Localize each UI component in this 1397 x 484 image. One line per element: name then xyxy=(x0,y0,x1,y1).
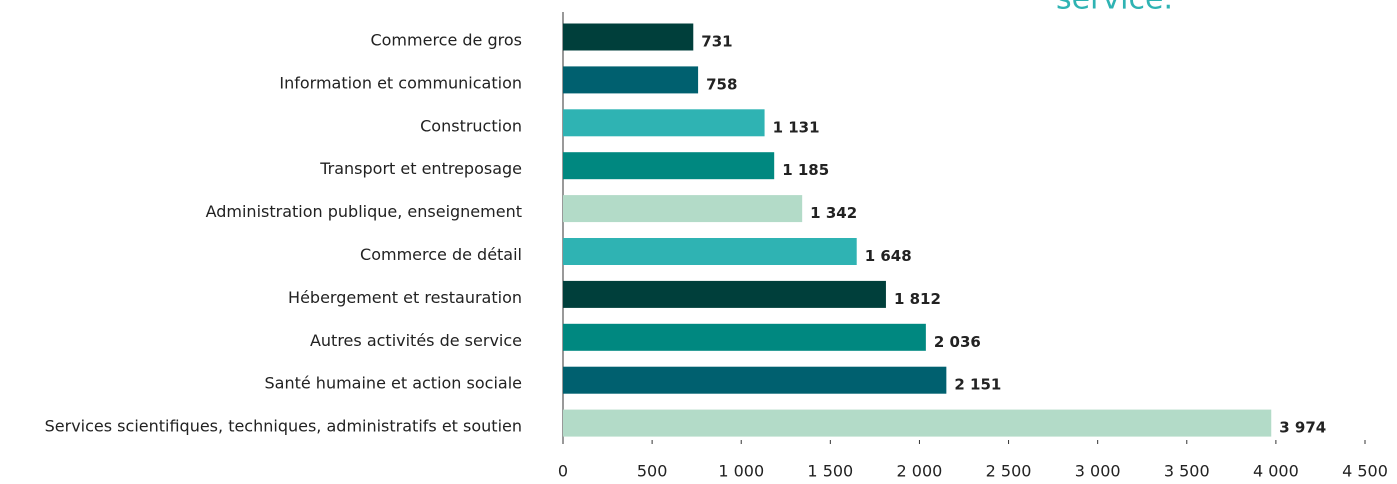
x-tick-label: 500 xyxy=(637,462,668,481)
bar xyxy=(563,280,886,308)
y-tick-label: Commerce de détail xyxy=(360,245,522,264)
x-tick-label: 0 xyxy=(558,462,568,481)
bar xyxy=(563,66,699,94)
y-tick-label: Information et communication xyxy=(279,73,522,92)
x-tick-label: 4 000 xyxy=(1253,462,1299,481)
bar xyxy=(563,23,694,51)
x-tick-label: 1 500 xyxy=(807,462,853,481)
x-tick-label: 4 500 xyxy=(1342,462,1388,481)
bar xyxy=(563,152,775,180)
y-tick-label: Administration publique, enseignement xyxy=(206,202,522,221)
bar xyxy=(563,238,857,265)
value-label: 2 151 xyxy=(954,376,1001,394)
bar xyxy=(563,409,1272,437)
bar xyxy=(563,323,926,351)
x-tick-label: 2 500 xyxy=(986,462,1032,481)
x-tick-label: 3 500 xyxy=(1164,462,1210,481)
bar xyxy=(563,366,947,394)
y-tick-label: Services scientifiques, techniques, admi… xyxy=(45,417,522,436)
value-label: 2 036 xyxy=(934,333,981,351)
y-tick-label: Transport et entreposage xyxy=(319,159,522,178)
y-tick-label: Commerce de gros xyxy=(370,31,522,50)
value-label: 3 974 xyxy=(1279,419,1326,437)
annotation: service. xyxy=(1056,0,1173,17)
value-label: 731 xyxy=(701,33,732,51)
x-tick-label: 2 000 xyxy=(897,462,943,481)
y-tick-label: Santé humaine et action sociale xyxy=(265,374,523,393)
y-tick-label: Autres activités de service xyxy=(310,331,522,350)
value-label: 758 xyxy=(706,75,737,93)
bar xyxy=(563,195,803,223)
value-label: 1 342 xyxy=(810,204,857,222)
bar xyxy=(563,109,765,137)
value-label: 1 131 xyxy=(773,118,820,136)
value-label: 1 185 xyxy=(782,161,829,179)
y-tick-label: Hébergement et restauration xyxy=(288,288,522,307)
x-tick-label: 1 000 xyxy=(718,462,764,481)
value-label: 1 812 xyxy=(894,290,941,308)
y-tick-label: Construction xyxy=(420,116,522,135)
value-label: 1 648 xyxy=(865,247,912,265)
x-tick-label: 3 000 xyxy=(1075,462,1121,481)
